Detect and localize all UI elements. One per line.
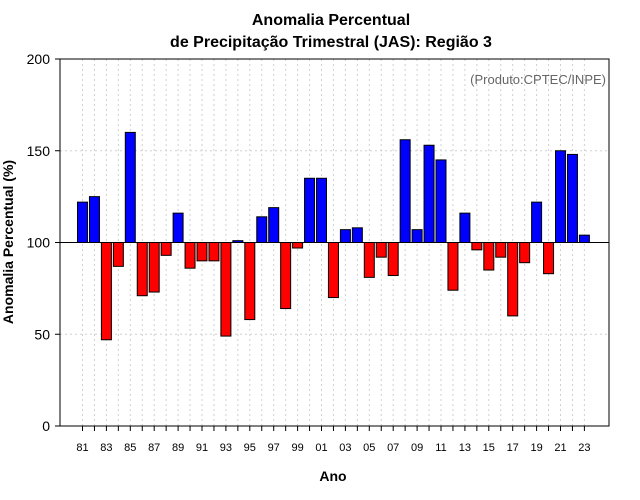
chart-title-line1: Anomalia Percentual [252,12,410,29]
y-tick-label: 200 [27,51,51,67]
bar-16 [495,242,507,258]
bar-10 [423,144,435,243]
bar-94 [232,240,244,243]
bar-01 [316,177,327,243]
bar-23 [578,234,590,244]
y-axis-title: Anomalia Percentual (%) [0,160,16,324]
bar-02 [327,242,339,299]
chart-title-line2: de Precipitação Trimestral (JAS): Região… [170,34,492,51]
x-tick-label: 99 [291,442,303,454]
x-tick-label: 11 [435,442,446,454]
bar-09 [411,229,423,243]
x-tick-label: 09 [411,442,423,454]
x-tick-label: 13 [459,442,471,454]
bar-08 [399,139,411,244]
bar-91 [196,242,208,262]
x-tick-label: 23 [578,442,590,454]
bar-96 [256,216,268,243]
x-tick-label: 85 [124,442,136,454]
bars [77,131,590,341]
bar-83 [100,242,112,341]
bar-84 [112,242,124,267]
x-tick-label: 19 [530,442,542,454]
x-tick-label: 17 [507,442,519,454]
x-tick-label: 05 [363,442,375,454]
y-tick-label: 50 [34,326,50,342]
bar-89 [172,212,184,243]
y-axis: 0 50 100 150 200 [27,51,60,434]
bar-90 [184,242,196,269]
bar-04 [351,227,363,244]
bar-86 [136,242,148,297]
x-tick-label: 93 [220,442,232,454]
bar-22 [566,153,578,243]
bar-18 [519,242,531,264]
x-tick-label: 81 [76,442,88,454]
x-axis-title: Ano [319,468,346,484]
x-tick-label: 87 [148,442,160,454]
bar-07 [387,242,399,277]
bar-19 [531,201,543,244]
bar-92 [208,242,220,262]
credit-label: (Produto:CPTEC/INPE) [470,72,606,87]
x-tick-label: 91 [196,442,208,454]
bar-05 [363,242,375,278]
x-tick-label: 89 [172,442,184,454]
x-tick-label: 07 [387,442,399,454]
bar-88 [160,242,172,256]
bar-99 [292,242,304,249]
bar-13 [459,212,471,243]
bar-97 [268,207,280,243]
x-tick-label: 21 [554,442,566,454]
x-tick-label: 01 [315,442,327,454]
y-tick-label: 100 [27,235,51,251]
x-tick-label: 97 [268,442,280,454]
grid [60,59,609,426]
y-tick-label: 150 [27,143,51,159]
bar-95 [244,242,256,321]
x-tick-label: 83 [100,442,112,454]
bar-15 [483,242,495,271]
bar-81 [77,201,88,244]
bar-87 [148,242,160,293]
bar-21 [555,150,566,243]
bar-12 [447,242,459,291]
x-tick-label: 03 [339,442,351,454]
bar-85 [124,131,136,243]
y-tick-label: 0 [42,418,50,434]
x-tick-label: 15 [483,442,495,454]
bar-98 [280,242,292,310]
bar-00 [304,177,316,243]
x-tick-label: 95 [244,442,256,454]
bar-82 [88,196,100,243]
bar-14 [471,242,483,251]
x-axis: 81 83 85 87 89 91 93 95 97 99 01 03 05 07 09 11 13 15 17 19… [76,426,591,454]
bar-11 [435,159,447,243]
bar-20 [543,242,555,275]
bar-17 [507,242,519,317]
bar-93 [220,242,232,337]
bar-03 [339,229,351,243]
bar-06 [375,242,387,258]
